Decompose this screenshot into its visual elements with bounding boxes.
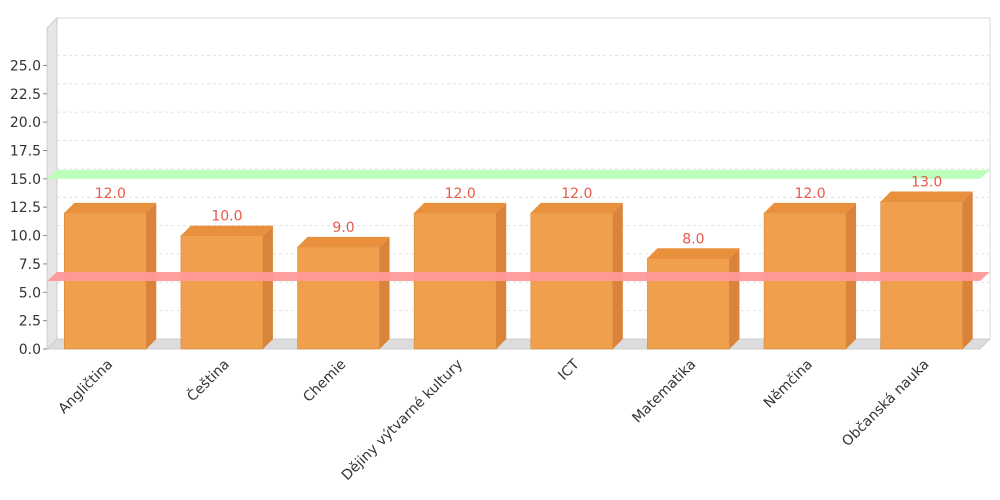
bar-front	[763, 212, 847, 350]
reference-lines-back	[47, 169, 990, 179]
value-label: 10.0	[211, 209, 242, 225]
y-tick-label: 15.0	[10, 172, 41, 188]
bar-side	[729, 248, 740, 349]
category-label: Angličtina	[56, 357, 117, 418]
bar-top	[764, 202, 857, 213]
value-label: 8.0	[682, 231, 704, 247]
value-label: 13.0	[911, 175, 942, 191]
category-label: Matematika	[629, 357, 699, 427]
bar	[880, 191, 973, 350]
reference-line-upper	[47, 169, 990, 179]
y-tick-label: 22.5	[10, 87, 41, 103]
bar	[647, 248, 740, 350]
y-tick-label: 10.0	[10, 229, 41, 245]
bar-front	[530, 212, 614, 350]
y-tick-label: 20.0	[10, 115, 41, 131]
bar	[180, 225, 273, 350]
bar-top	[647, 248, 740, 259]
reference-line-lower	[47, 271, 990, 281]
value-label: 12.0	[561, 186, 592, 202]
y-tick-label: 2.5	[19, 314, 41, 330]
reference-lines-front	[47, 271, 990, 281]
bar	[530, 202, 623, 350]
bar-front	[297, 246, 380, 350]
value-label: 12.0	[445, 186, 476, 202]
bar-top	[64, 202, 157, 213]
category-label: Čeština	[183, 355, 233, 405]
bar-top	[880, 191, 973, 202]
y-tick-label: 0.0	[19, 342, 41, 358]
value-label: 9.0	[332, 220, 354, 236]
bar-top	[414, 202, 507, 213]
bar-top	[180, 225, 273, 236]
value-label: 12.0	[95, 186, 126, 202]
bar-front	[180, 235, 264, 350]
y-tick-label: 5.0	[19, 285, 41, 301]
value-label: 12.0	[794, 186, 825, 202]
category-label: Chemie	[300, 357, 349, 406]
bar	[413, 202, 507, 350]
category-label: Dějiny výtvarné kultury	[339, 357, 466, 484]
y-tick-label: 25.0	[10, 58, 41, 74]
bar-front	[413, 212, 497, 350]
y-tick-label: 12.5	[10, 200, 41, 216]
category-label: ICT	[555, 356, 583, 384]
bar-side	[379, 236, 390, 349]
category-label: Němčina	[761, 357, 816, 412]
bar-side	[962, 191, 973, 349]
value-labels: 12.0 10.0 9.0 12.0 12.0 8.0 12.0 13.0	[95, 175, 943, 248]
y-axis: 0.0 2.5 5.0 7.5 10.0 12.5 15.0 17.5 20.0 22.5 25.0	[10, 58, 47, 358]
bar-side	[262, 225, 273, 349]
bar-front	[647, 257, 730, 350]
bar-top	[530, 202, 623, 213]
y-tick-label: 17.5	[10, 144, 41, 160]
left-wall	[46, 16, 58, 351]
category-label: Občanská nauka	[839, 357, 932, 450]
bar	[297, 236, 390, 350]
bar-top	[297, 236, 390, 247]
y-tick-label: 7.5	[19, 257, 41, 273]
bar-front	[64, 212, 147, 350]
bar	[64, 202, 157, 350]
